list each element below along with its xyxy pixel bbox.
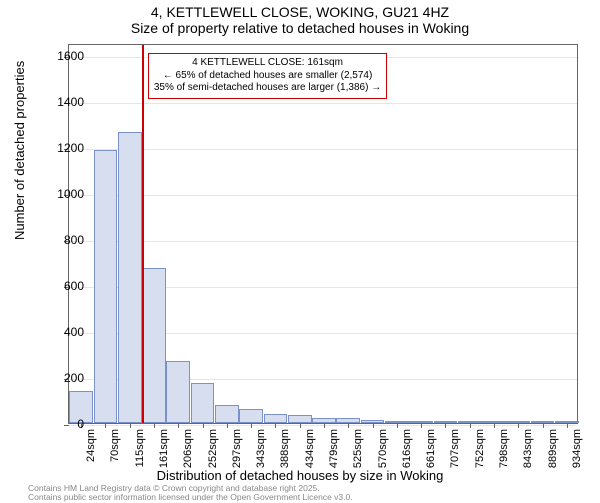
- xtick-label: 343sqm: [255, 429, 267, 468]
- xtick-mark: [518, 423, 519, 428]
- xtick-mark: [275, 423, 276, 428]
- xtick-label: 24sqm: [85, 429, 97, 462]
- xtick-mark: [421, 423, 422, 428]
- callout-line1: 4 KETTLEWELL CLOSE: 161sqm: [154, 57, 381, 70]
- ytick-label: 1000: [34, 187, 84, 201]
- histogram-bar: [191, 383, 215, 423]
- histogram-bar: [166, 361, 190, 423]
- xtick-label: 661sqm: [425, 429, 437, 468]
- xtick-label: 161sqm: [158, 429, 170, 468]
- ytick-label: 400: [34, 325, 84, 339]
- ytick-label: 800: [34, 233, 84, 247]
- histogram-chart: 24sqm70sqm115sqm161sqm206sqm252sqm297sqm…: [68, 44, 578, 424]
- xtick-mark: [251, 423, 252, 428]
- histogram-bar: [142, 268, 166, 423]
- xtick-label: 388sqm: [279, 429, 291, 468]
- xtick-mark: [397, 423, 398, 428]
- ytick-label: 600: [34, 279, 84, 293]
- x-axis-label: Distribution of detached houses by size …: [0, 468, 600, 483]
- histogram-bar: [239, 409, 263, 423]
- xtick-label: 70sqm: [109, 429, 121, 462]
- title-line2: Size of property relative to detached ho…: [0, 20, 600, 36]
- xtick-mark: [300, 423, 301, 428]
- title-line1: 4, KETTLEWELL CLOSE, WOKING, GU21 4HZ: [0, 4, 600, 20]
- xtick-mark: [567, 423, 568, 428]
- ytick-label: 1400: [34, 95, 84, 109]
- xtick-label: 570sqm: [377, 429, 389, 468]
- xtick-label: 616sqm: [401, 429, 413, 468]
- xtick-mark: [373, 423, 374, 428]
- xtick-label: 934sqm: [571, 429, 583, 468]
- histogram-bar: [94, 150, 118, 423]
- chart-title: 4, KETTLEWELL CLOSE, WOKING, GU21 4HZ Si…: [0, 0, 600, 36]
- xtick-mark: [494, 423, 495, 428]
- callout-line3: 35% of semi-detached houses are larger (…: [154, 82, 381, 95]
- xtick-mark: [227, 423, 228, 428]
- xtick-mark: [154, 423, 155, 428]
- xtick-label: 843sqm: [522, 429, 534, 468]
- y-axis-label: Number of detached properties: [12, 61, 27, 240]
- xtick-label: 479sqm: [328, 429, 340, 468]
- xtick-mark: [105, 423, 106, 428]
- xtick-label: 252sqm: [207, 429, 219, 468]
- callout-box: 4 KETTLEWELL CLOSE: 161sqm← 65% of detac…: [148, 53, 387, 99]
- xtick-label: 707sqm: [449, 429, 461, 468]
- footnote-line2: Contains public sector information licen…: [28, 493, 353, 502]
- gridline: [69, 149, 577, 150]
- xtick-label: 297sqm: [231, 429, 243, 468]
- gridline: [69, 425, 577, 426]
- reference-line: [142, 45, 144, 423]
- histogram-bar: [118, 132, 142, 423]
- xtick-label: 115sqm: [134, 429, 146, 467]
- xtick-label: 525sqm: [352, 429, 364, 468]
- xtick-mark: [324, 423, 325, 428]
- xtick-mark: [543, 423, 544, 428]
- xtick-mark: [445, 423, 446, 428]
- xtick-mark: [348, 423, 349, 428]
- gridline: [69, 103, 577, 104]
- callout-line2: ← 65% of detached houses are smaller (2,…: [154, 70, 381, 83]
- ytick-label: 1600: [34, 49, 84, 63]
- gridline: [69, 241, 577, 242]
- xtick-label: 206sqm: [182, 429, 194, 468]
- ytick-label: 200: [34, 371, 84, 385]
- xtick-label: 752sqm: [474, 429, 486, 468]
- xtick-mark: [203, 423, 204, 428]
- histogram-bar: [215, 405, 239, 423]
- xtick-label: 798sqm: [498, 429, 510, 468]
- gridline: [69, 195, 577, 196]
- xtick-mark: [130, 423, 131, 428]
- xtick-label: 889sqm: [547, 429, 559, 468]
- histogram-bar: [288, 415, 312, 423]
- histogram-bar: [264, 414, 288, 423]
- xtick-mark: [470, 423, 471, 428]
- xtick-mark: [178, 423, 179, 428]
- ytick-label: 1200: [34, 141, 84, 155]
- xtick-label: 434sqm: [304, 429, 316, 468]
- ytick-label: 0: [34, 417, 84, 431]
